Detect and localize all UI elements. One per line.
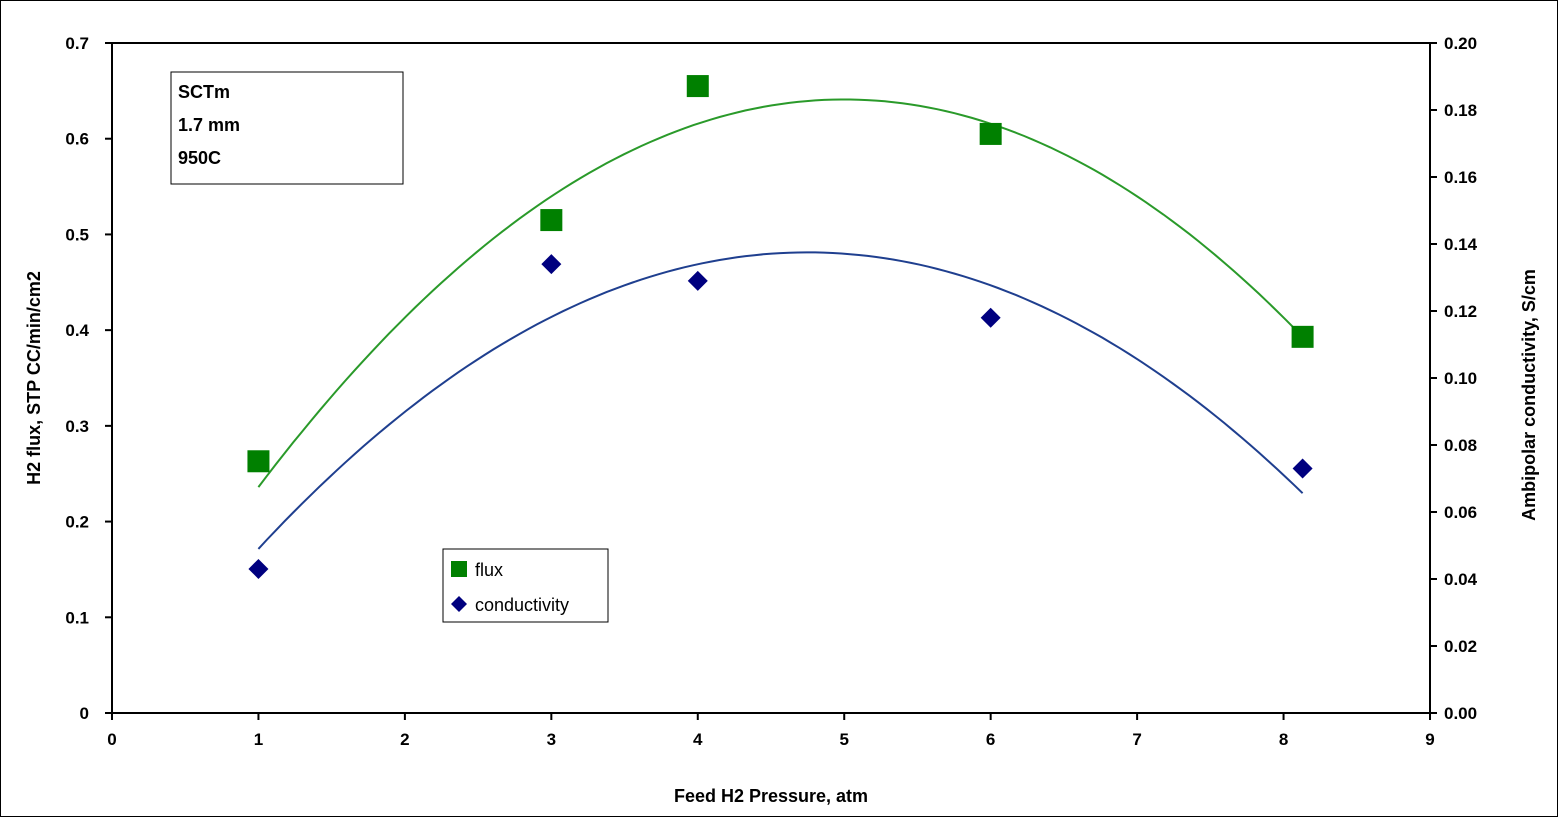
- y-tick-label: 0.7: [65, 34, 89, 53]
- data-points: [247, 75, 1314, 579]
- y-tick-label: 0.3: [65, 417, 89, 436]
- legend-conductivity-label: conductivity: [475, 595, 569, 615]
- y-tick-label: 0.5: [65, 225, 89, 244]
- legend-flux-label: flux: [475, 560, 503, 580]
- conductivity-point: [687, 270, 708, 291]
- y2-tick-label: 0.18: [1444, 101, 1477, 120]
- y2-tick-label: 0.02: [1444, 637, 1477, 656]
- conductivity-point: [980, 307, 1001, 328]
- x-tick-label: 5: [839, 730, 848, 749]
- x-tick-label: 7: [1132, 730, 1141, 749]
- y2-tick-label: 0.00: [1444, 704, 1477, 723]
- y-tick-label: 0.1: [65, 608, 89, 627]
- conductivity-point: [248, 558, 269, 579]
- x-tick-label: 4: [693, 730, 703, 749]
- y2-tick-label: 0.06: [1444, 503, 1477, 522]
- flux-point: [1291, 325, 1314, 348]
- y-tick-label: 0.4: [65, 321, 89, 340]
- y2-tick-label: 0.20: [1444, 34, 1477, 53]
- x-tick-label: 1: [254, 730, 263, 749]
- x-tick-label: 6: [986, 730, 995, 749]
- flux-point: [540, 209, 563, 232]
- annotation-line-1: SCTm: [178, 82, 230, 102]
- conductivity-trendline: [257, 251, 1304, 550]
- y2-axis-title: Ambipolar conductivity, S/cm: [1519, 269, 1539, 521]
- conductivity-point: [541, 254, 562, 275]
- x-tick-label: 9: [1425, 730, 1434, 749]
- flux-trendline: [257, 98, 1304, 488]
- x-tick-label: 2: [400, 730, 409, 749]
- y-tick-label: 0.6: [65, 130, 89, 149]
- x-axis-title: Feed H2 Pressure, atm: [674, 786, 868, 806]
- y-tick-label: 0: [80, 704, 89, 723]
- conductivity-point: [1292, 458, 1313, 479]
- trendlines: [257, 98, 1304, 550]
- y2-tick-label: 0.16: [1444, 168, 1477, 187]
- flux-point: [979, 122, 1002, 145]
- y2-tick-label: 0.14: [1444, 235, 1478, 254]
- x-tick-label: 3: [547, 730, 556, 749]
- y2-tick-label: 0.04: [1444, 570, 1478, 589]
- legend-conductivity-marker: [451, 596, 467, 612]
- flux-point: [686, 75, 709, 98]
- axes-ticks: 0 1 2 3 4 5 6 7 8 9 0 0.1 0.2 0.3 0.4 0.5 0.6 0.7 0.00 0.02…: [65, 34, 1477, 749]
- x-tick-label: 8: [1279, 730, 1288, 749]
- legend-flux-marker: [451, 561, 467, 577]
- y2-tick-label: 0.12: [1444, 302, 1477, 321]
- y2-tick-label: 0.10: [1444, 369, 1477, 388]
- annotation-line-3: 950C: [178, 148, 221, 168]
- x-tick-label: 0: [107, 730, 116, 749]
- y-tick-label: 0.2: [65, 513, 89, 532]
- annotation-box: SCTm 1.7 mm 950C: [170, 71, 404, 185]
- flux-point: [247, 450, 270, 473]
- y-axis-title: H2 flux, STP CC/min/cm2: [24, 271, 44, 485]
- annotation-line-2: 1.7 mm: [178, 115, 240, 135]
- legend: flux conductivity: [442, 548, 609, 623]
- y2-tick-label: 0.08: [1444, 436, 1477, 455]
